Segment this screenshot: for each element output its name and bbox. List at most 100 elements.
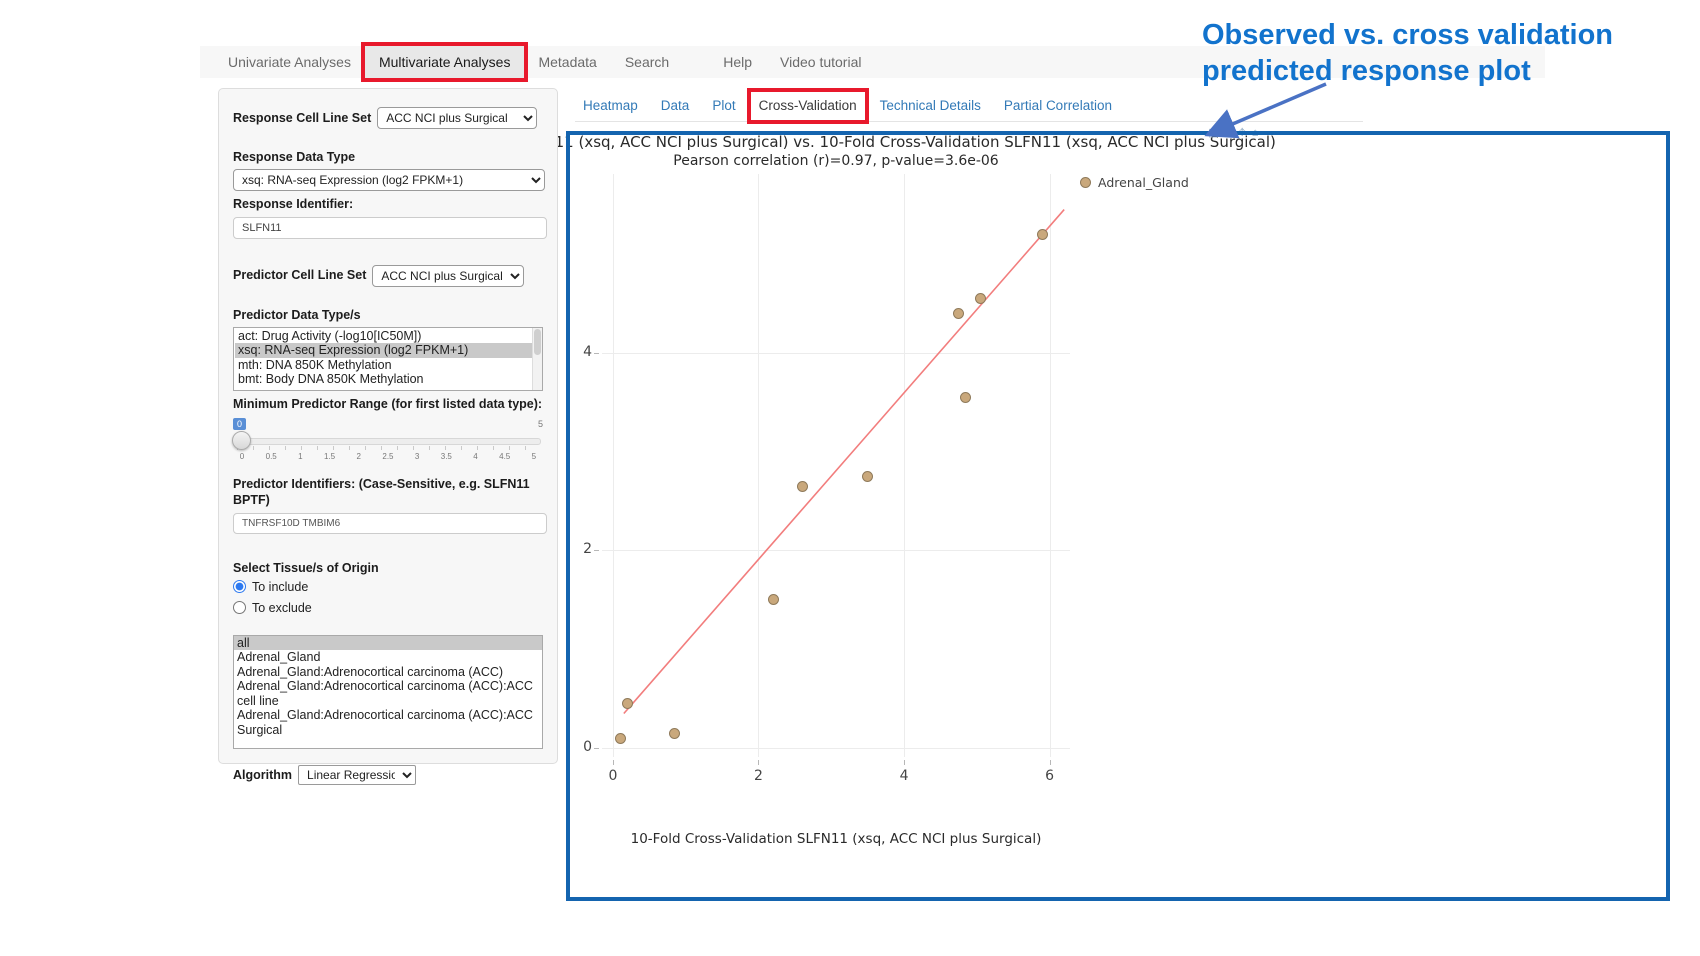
predictor-cell-line-set-row: Predictor Cell Line Set ACC NCI plus Sur… (233, 264, 543, 287)
y-tick-label: 4 (583, 343, 592, 360)
slider-tick-label: 2.5 (382, 452, 394, 461)
radio-include[interactable]: To include (233, 580, 543, 594)
scatter-plot-area[interactable]: 0 2 4 6 0 2 4 (583, 174, 1070, 784)
predictor-data-types-label: Predictor Data Type/s (233, 307, 361, 322)
data-point[interactable] (614, 732, 626, 744)
callout-line-1: Observed vs. cross validation (1202, 19, 1614, 51)
scrollbar-thumb[interactable] (534, 328, 541, 355)
tissue-origin-label: Select Tissue/s of Origin (233, 560, 379, 575)
response-cell-line-set-label: Response Cell Line Set (233, 110, 372, 125)
x-tick-label: 2 (754, 768, 763, 784)
x-tick-mark (612, 760, 614, 765)
nav-item-univariate-analyses[interactable]: Univariate Analyses (228, 54, 351, 70)
nav-item-search[interactable]: Search (624, 54, 670, 70)
radio-include-label: To include (252, 579, 309, 594)
listbox-scrollbar[interactable] (532, 327, 542, 390)
y-gridline (602, 550, 1070, 552)
x-tick-mark (758, 760, 760, 765)
predictor-data-type-option[interactable]: xsq: RNA-seq Expression (log2 FPKM+1) (235, 343, 532, 358)
plot-subtitle: Pearson correlation (r)=0.97, p-value=3.… (673, 153, 999, 169)
slider-handle[interactable] (232, 431, 251, 450)
tabs-divider (575, 121, 1363, 122)
predictor-cell-line-set-select[interactable]: ACC NCI plus Surgical (372, 264, 525, 287)
predictor-data-type-option[interactable]: bmt: Body DNA 850K Methylation (238, 372, 424, 387)
y-tick-mark (594, 352, 599, 354)
data-point[interactable] (953, 307, 965, 319)
trend-line (623, 209, 1065, 715)
callout-line-2: predicted response plot (1202, 54, 1531, 87)
legend-label: Adrenal_Gland (1098, 175, 1189, 190)
nav-item-help[interactable]: Help (723, 54, 752, 70)
min-predictor-range-label: Minimum Predictor Range (for first liste… (233, 396, 543, 411)
slider-tick-label: 0.5 (265, 452, 277, 461)
algorithm-label: Algorithm (233, 767, 293, 782)
slider-tick-label: 1.5 (324, 452, 336, 461)
response-data-type-select[interactable]: xsq: RNA-seq Expression (log2 FPKM+1) (233, 169, 545, 192)
tissue-option[interactable]: Adrenal_Gland:Adrenocortical carcinoma (… (237, 708, 533, 737)
top-navigation: Univariate Analyses Multivariate Analyse… (200, 46, 1545, 78)
response-identifier-input[interactable] (233, 216, 547, 239)
tab-cross-validation[interactable]: Cross-Validation (750, 92, 865, 120)
data-point[interactable] (960, 391, 972, 403)
tissue-option[interactable]: all (234, 635, 542, 651)
x-tick-label: 6 (1045, 768, 1055, 784)
slider-tick-label: 5 (531, 452, 537, 461)
algorithm-row: Algorithm Linear Regression (233, 764, 543, 785)
data-point[interactable] (767, 594, 779, 606)
data-point[interactable] (669, 727, 681, 739)
nav-item-multivariate-analyses[interactable]: Multivariate Analyses (364, 46, 525, 78)
data-point[interactable] (796, 480, 808, 492)
data-point[interactable] (974, 293, 986, 304)
analysis-settings-sidebar: Response Cell Line Set ACC NCI plus Surg… (218, 88, 558, 785)
tab-technical-details[interactable]: Technical Details (879, 98, 981, 113)
x-gridline (758, 174, 760, 757)
predictor-data-type-option[interactable]: mth: DNA 850K Methylation (238, 357, 392, 372)
plot-legend[interactable]: Adrenal_Gland (1080, 175, 1189, 190)
data-point[interactable] (1036, 228, 1048, 240)
algorithm-select[interactable]: Linear Regression (298, 764, 417, 785)
tissue-option[interactable]: Adrenal_Gland:Adrenocortical carcinoma (… (237, 664, 504, 679)
data-point[interactable] (862, 470, 874, 482)
response-identifier-label: Response Identifier: (233, 197, 354, 212)
slider-tick-label: 3 (414, 452, 420, 461)
radio-exclude[interactable]: To exclude (233, 601, 543, 615)
response-cell-line-set-row: Response Cell Line Set ACC NCI plus Surg… (233, 107, 543, 129)
predictor-data-types-listbox[interactable]: act: Drug Activity (-log10[IC50M]) xsq: R… (233, 326, 543, 391)
slider-max-label: 5 (537, 419, 543, 429)
tab-partial-correlation[interactable]: Partial Correlation (1003, 98, 1112, 113)
legend-marker-adrenal-gland (1080, 177, 1091, 188)
predictor-cell-line-set-label: Predictor Cell Line Set (233, 268, 367, 283)
x-tick-mark (904, 760, 906, 765)
x-tick-label: 0 (608, 768, 618, 784)
slider-tick-label: 1 (298, 452, 303, 461)
slider-track[interactable] (235, 438, 541, 445)
x-gridline (1049, 174, 1051, 757)
tissue-listbox[interactable]: all Adrenal_Gland Adrenal_Gland:Adrenocort… (233, 634, 543, 749)
slider-tick-label: 0 (239, 452, 245, 461)
slider-tick-labels: 0 0.5 1 1.5 2 2.5 3 3.5 4 4.5 5 (233, 452, 543, 461)
min-predictor-range-slider[interactable]: 0 5 0 0.5 1 1.5 2 2.5 3 3.5 4 4.5 5 (232, 418, 543, 466)
response-cell-line-set-select[interactable]: ACC NCI plus Surgical (377, 107, 538, 129)
radio-include-input[interactable] (233, 580, 246, 594)
predictor-identifiers-input[interactable] (233, 512, 547, 534)
tab-data[interactable]: Data (660, 98, 690, 113)
data-point[interactable] (621, 698, 633, 710)
tissue-option[interactable]: Adrenal_Gland (237, 650, 321, 665)
y-gridline (602, 352, 1070, 354)
y-tick-mark (594, 550, 599, 552)
cross-validation-plot-panel: .FN11 (xsq, ACC NCI plus Surgical) vs. 1… (520, 126, 1680, 908)
nav-item-video-tutorial[interactable]: Video tutorial (780, 54, 862, 70)
result-tabs: Heatmap Data Plot Cross-Validation Techn… (583, 92, 1112, 120)
y-tick-label: 2 (583, 541, 592, 558)
response-data-type-label: Response Data Type (233, 150, 356, 164)
tab-heatmap[interactable]: Heatmap (583, 98, 638, 113)
tissue-option[interactable]: Adrenal_Gland:Adrenocortical carcinoma (… (237, 679, 533, 708)
tab-plot[interactable]: Plot (712, 98, 736, 113)
nav-item-metadata[interactable]: Metadata (538, 54, 597, 70)
y-tick-mark (594, 748, 599, 750)
plot-title: .FN11 (xsq, ACC NCI plus Surgical) vs. 1… (530, 133, 1276, 151)
radio-exclude-input[interactable] (233, 601, 246, 615)
predictor-identifiers-label: Predictor Identifiers: (Case-Sensitive, … (233, 477, 530, 508)
x-axis-title: 10-Fold Cross-Validation SLFN11 (xsq, AC… (630, 831, 1042, 847)
predictor-data-type-option[interactable]: act: Drug Activity (-log10[IC50M]) (238, 328, 422, 343)
